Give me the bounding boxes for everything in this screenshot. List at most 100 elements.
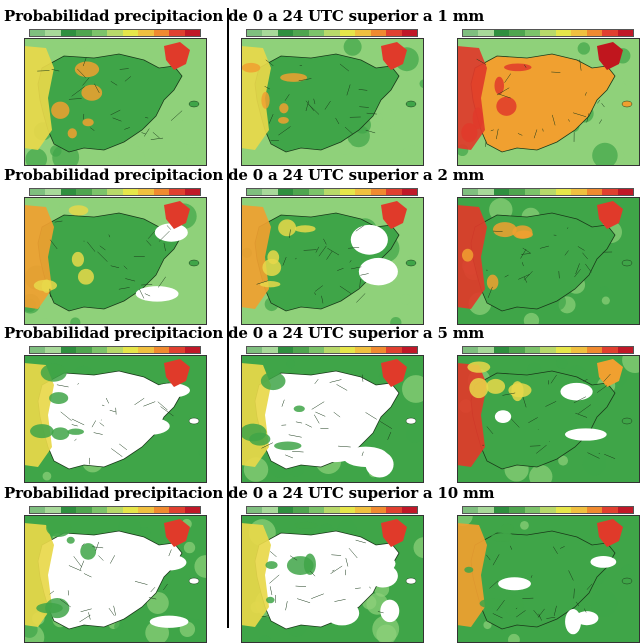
precipitation-probability-map [457,515,640,643]
no-probability-area [565,428,607,440]
precipitation-probability-map [457,38,640,166]
probability-patch [304,554,316,575]
no-probability-area [351,225,388,255]
probability-blob [286,360,295,369]
no-probability-area [366,451,394,477]
probability-colorbar [246,346,418,354]
probability-patch [469,378,488,398]
probability-blob [621,565,636,580]
probability-colorbar [29,346,201,354]
no-probability-area [590,556,616,568]
probability-patch [261,92,269,109]
balearic-islands [189,578,199,584]
probability-patch [462,249,473,262]
precipitation-probability-map [24,355,207,483]
no-probability-area [316,450,354,463]
probability-blob [406,426,423,443]
probability-colorbar [29,506,201,514]
balearic-islands [189,418,199,424]
probability-patch [274,441,301,450]
precipitation-probability-map [24,38,207,166]
balearic-islands [189,260,199,266]
no-probability-area [359,258,398,285]
probability-colorbar [246,29,418,37]
balearic-islands [622,578,632,584]
probability-patch [267,250,279,264]
no-probability-area [153,383,190,397]
no-probability-area [83,589,100,602]
balearic-islands [406,260,416,266]
probability-patch [280,73,307,82]
no-probability-area [495,410,511,423]
no-probability-area [560,383,592,401]
no-probability-area [128,417,169,434]
no-probability-area [498,577,531,590]
balearic-islands [189,101,199,107]
balearic-islands [622,418,632,424]
probability-patch [467,361,490,372]
probability-colorbar [462,346,634,354]
probability-colorbar [246,506,418,514]
probability-colorbar [29,188,201,196]
no-probability-area [272,542,297,560]
no-probability-area [269,580,308,594]
probability-blob [602,297,610,305]
map-canvas [24,197,207,325]
precipitation-probability-map [241,38,424,166]
row-title-2mm: Probabilidad precipitacion de 0 a 24 UTC… [4,165,484,185]
probability-patch [266,597,275,604]
row-title-5mm: Probabilidad precipitacion de 0 a 24 UTC… [4,323,484,343]
row-title-1mm: Probabilidad precipitacion de 0 a 24 UTC… [4,6,484,26]
precipitation-probability-map [457,355,640,483]
probability-blob [186,145,205,164]
map-canvas [457,197,640,325]
no-probability-area [380,600,399,623]
probability-patch [68,128,77,138]
map-canvas [24,355,207,483]
probability-patch [496,97,516,116]
probability-colorbar [29,29,201,37]
map-canvas [24,38,207,166]
probability-patch [261,372,286,390]
probability-colorbar [462,29,634,37]
map-canvas [24,515,207,643]
probability-blob [184,542,195,553]
precipitation-probability-map [241,515,424,643]
balearic-islands [622,101,632,107]
probability-blob [114,622,123,631]
probability-patch [36,603,63,614]
probability-colorbar [246,188,418,196]
no-probability-area [155,223,188,241]
precipitation-probability-map [24,515,207,643]
probability-patch [51,102,69,119]
probability-blob [520,521,529,530]
probability-patch [508,383,531,397]
precipitation-probability-map [241,355,424,483]
probability-blob [400,294,411,305]
balearic-islands [406,578,416,584]
probability-blob [556,357,567,368]
probability-patch [487,275,499,290]
probability-patch [46,518,71,536]
probability-patch [515,230,533,238]
no-probability-area [150,616,189,628]
probability-patch [295,225,316,232]
probability-patch [504,63,531,71]
probability-patch [67,537,75,544]
map-canvas [241,197,424,325]
probability-patch [260,281,281,287]
probability-patch [242,63,260,73]
no-probability-area [368,564,398,587]
probability-blob [344,38,362,56]
probability-blob [339,141,353,155]
column-divider [227,8,229,628]
balearic-islands [406,418,416,424]
probability-patch [493,222,517,237]
precipitation-probability-map [457,197,640,325]
probability-blob [591,590,618,617]
probability-patch [67,429,84,435]
probability-colorbar [462,188,634,196]
map-canvas [457,38,640,166]
probability-blob [599,286,609,296]
probability-patch [69,205,89,215]
